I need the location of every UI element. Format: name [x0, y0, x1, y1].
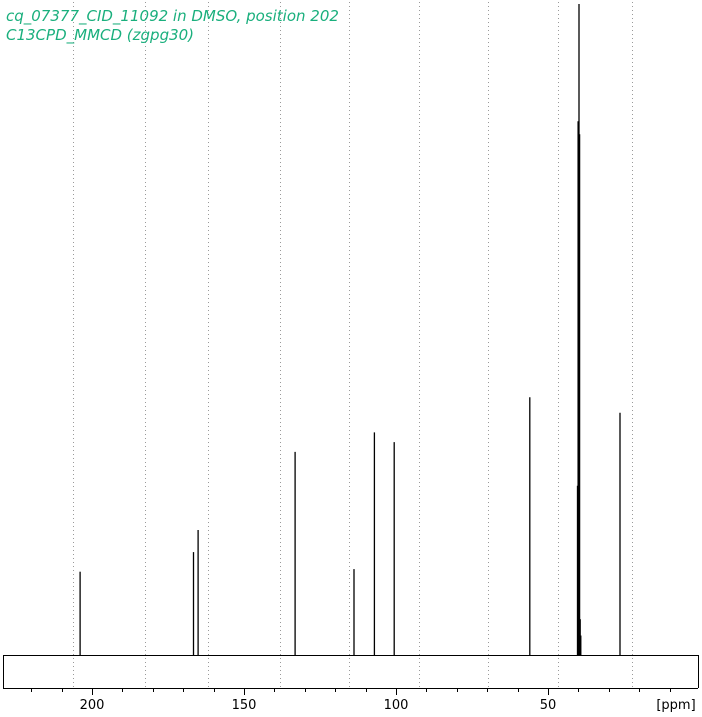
spectrum-subtitle: C13CPD_MMCD (zgpg30)	[6, 26, 194, 45]
x-tick-label: 200	[80, 698, 105, 713]
x-axis-unit-label: [ppm]	[656, 698, 695, 713]
spectrum-title: cq_07377_CID_11092 in DMSO, position 202	[6, 7, 339, 26]
plot-frame	[3, 655, 699, 688]
grid-lines	[73, 2, 633, 688]
spectrum-peaks	[79, 4, 621, 655]
spectrum-title-block: cq_07377_CID_11092 in DMSO, position 202…	[6, 7, 339, 45]
x-axis: 200 150 100 50 [ppm]	[3, 688, 698, 713]
x-tick-label: 150	[232, 698, 257, 713]
x-tick-label: 50	[540, 698, 557, 713]
x-tick-label: 100	[384, 698, 409, 713]
